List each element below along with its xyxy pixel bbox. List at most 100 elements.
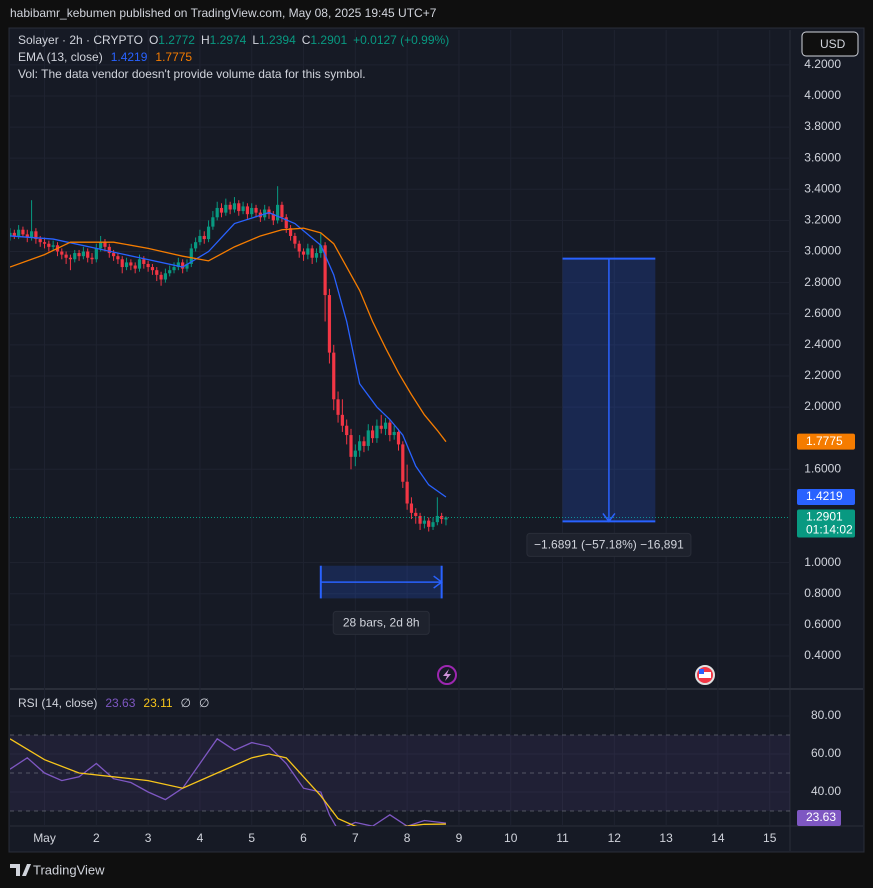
- candle-body: [288, 228, 293, 236]
- na-1: ∅: [181, 696, 191, 710]
- candle-body: [241, 206, 245, 212]
- price-tag-label: 1.4219: [806, 489, 843, 503]
- publisher: habibamr_kebumen published on TradingVie…: [10, 6, 437, 20]
- price-tag-label: 1.7775: [806, 434, 843, 448]
- flag-canton[interactable]: [699, 669, 704, 674]
- event-icon[interactable]: [437, 665, 457, 685]
- candle-body: [146, 263, 150, 268]
- event-bolt[interactable]: [443, 669, 451, 681]
- countdown: 01:14:02: [806, 523, 853, 537]
- x-tick-label: 4: [197, 831, 204, 845]
- candle-body: [181, 262, 185, 269]
- candle-body: [366, 430, 370, 446]
- range-label: 28 bars, 2d 8h: [343, 616, 420, 630]
- candle-body: [323, 245, 327, 296]
- candle-body: [150, 267, 155, 271]
- candle-body: [327, 295, 332, 353]
- candle-body: [111, 253, 116, 257]
- flag-icon[interactable]: [695, 665, 715, 685]
- candle-body: [21, 229, 25, 235]
- candle-body: [176, 262, 180, 268]
- candle-body: [47, 243, 51, 247]
- candle-body: [245, 206, 250, 215]
- currency[interactable]: USD: [820, 37, 846, 51]
- candle-body: [211, 217, 215, 227]
- candle-body: [155, 270, 159, 275]
- candle-body: [129, 262, 133, 266]
- candle-body: [133, 265, 137, 269]
- y-tick-label: 2.6000: [804, 306, 841, 320]
- candle-body: [431, 522, 435, 527]
- candle-body: [219, 207, 224, 213]
- price-tag: [797, 488, 855, 505]
- candle-body: [142, 259, 146, 264]
- x-tick-label: 11: [556, 831, 569, 845]
- l-label: L: [252, 33, 259, 47]
- candle-body: [215, 207, 219, 218]
- candle-body: [375, 425, 379, 439]
- candle-body: [280, 204, 284, 218]
- y-tick-label: 40.00: [811, 784, 841, 798]
- symbol: Solayer · 2h · CRYPTO: [18, 33, 143, 47]
- price-tag: [797, 433, 855, 450]
- indicator-line: [10, 738, 446, 826]
- candle-body: [254, 207, 258, 213]
- candle-body: [73, 253, 77, 260]
- candle-body: [332, 352, 336, 400]
- candle-body: [276, 204, 280, 221]
- candle-body: [60, 251, 64, 255]
- x-tick-label: 9: [456, 831, 463, 845]
- candle-body: [198, 235, 202, 243]
- indicator-line: [10, 227, 447, 443]
- candle-body: [297, 243, 301, 252]
- logo-mark: [10, 864, 31, 876]
- candle-body: [319, 245, 323, 254]
- candle-body: [168, 270, 172, 274]
- y-tick-label: 0.8000: [804, 586, 841, 600]
- candle-body: [383, 422, 388, 429]
- rsi-pane: [10, 734, 790, 826]
- o-value: 1.2772: [158, 33, 195, 47]
- candle-body: [422, 520, 426, 524]
- candle-body: [206, 226, 211, 240]
- candle-body: [362, 441, 366, 446]
- candle-body: [293, 235, 297, 244]
- candle-body: [51, 245, 55, 247]
- candle-body: [444, 517, 448, 520]
- x-tick-label: 2: [93, 831, 100, 845]
- y-tick-label: 2.2000: [804, 368, 841, 382]
- rsi-tag-label: 23.63: [806, 810, 836, 824]
- candle-body: [103, 242, 107, 247]
- ema-slow-value: 1.7775: [155, 50, 192, 64]
- candle-body: [314, 253, 319, 258]
- candle-body: [159, 274, 163, 280]
- candle-body: [42, 242, 47, 244]
- candle-body: [284, 217, 288, 229]
- candle-body: [189, 248, 193, 264]
- currency-button[interactable]: [801, 31, 859, 57]
- y-tick-label: 3.8000: [804, 119, 841, 133]
- y-tick-label: 4.0000: [804, 88, 841, 102]
- y-tick-label: 3.6000: [804, 150, 841, 164]
- x-tick-label: 3: [145, 831, 152, 845]
- ema-fast-value: 1.4219: [111, 50, 148, 64]
- candle-body: [310, 248, 314, 258]
- axes: 0.4000 0.6000 0.8000 1.0000 1.6000 2.0000 2.20…: [33, 57, 841, 845]
- candle-body: [418, 515, 422, 524]
- chart-frame: [8, 27, 865, 853]
- candle-body: [38, 239, 42, 243]
- flag-stripe[interactable]: [699, 672, 711, 678]
- candle-body: [349, 435, 353, 457]
- candle-body: [202, 235, 206, 240]
- candle-body: [409, 503, 414, 513]
- ema-legend: EMA (13, close) 1.4219 1.7775: [18, 50, 192, 64]
- x-tick-label: 8: [404, 831, 411, 845]
- y-tick-label: 2.0000: [804, 399, 841, 413]
- rsi-value: 23.63: [105, 696, 135, 710]
- ema-label: EMA (13, close): [18, 50, 103, 64]
- candle-body: [435, 515, 439, 523]
- range-label-box: [332, 610, 430, 635]
- candle-body: [124, 262, 129, 268]
- candle-body: [90, 257, 94, 260]
- candle-body: [68, 257, 73, 260]
